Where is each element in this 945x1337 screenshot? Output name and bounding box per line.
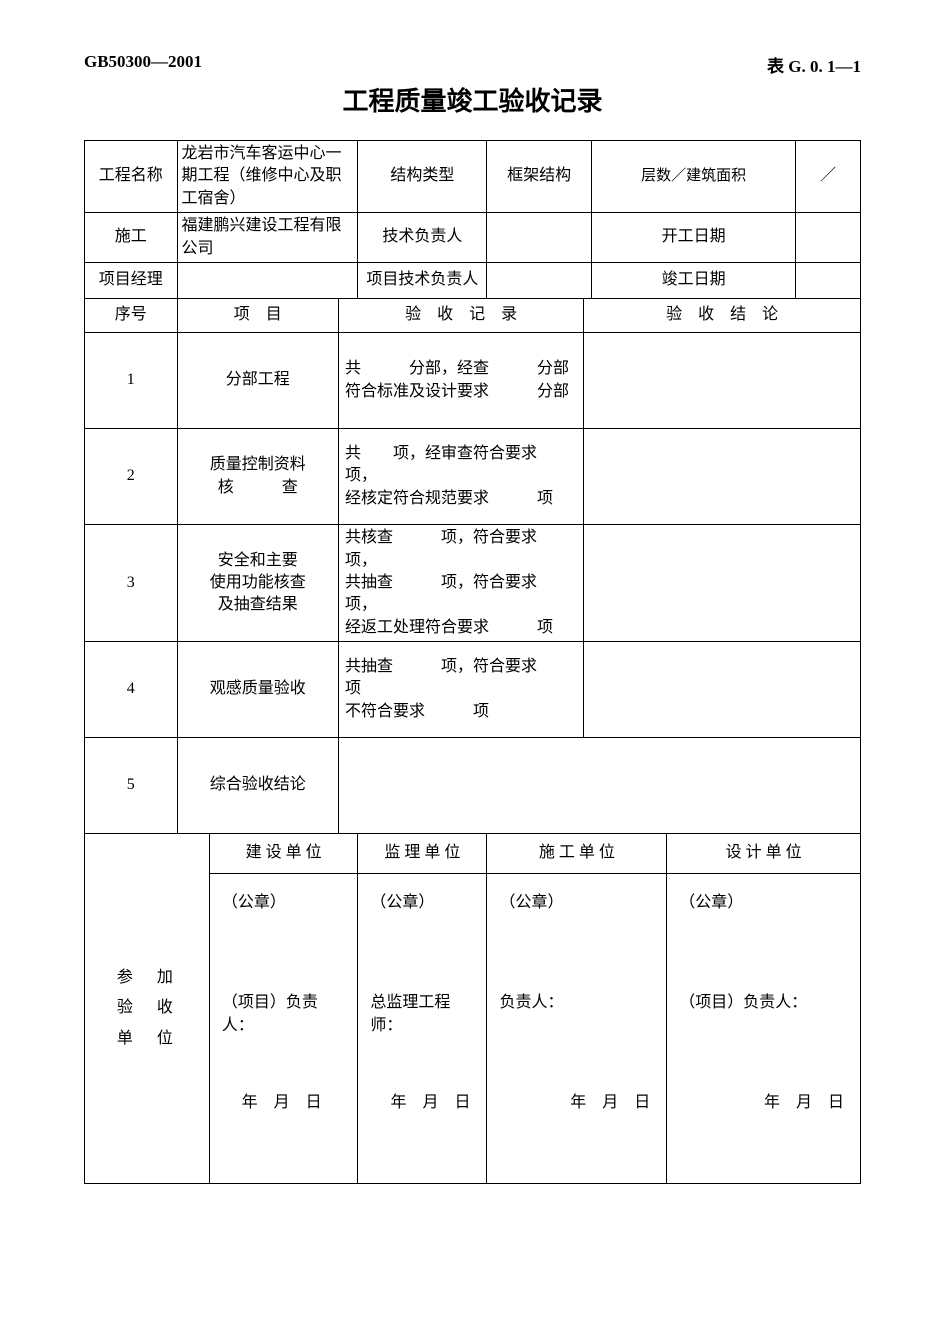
doc-code: GB50300—2001	[84, 52, 202, 77]
value-tech-leader	[487, 213, 591, 263]
participants-side-l3: 单 位	[117, 1030, 177, 1047]
row3-record-l3: 经返工处理符合要求 项	[345, 619, 553, 636]
label-complete-date: 竣工日期	[591, 263, 795, 299]
unit2-seal: （公章）	[370, 892, 476, 992]
row5-item: 综合验收结论	[177, 738, 338, 834]
form-number: 表 G. 0. 1—1	[767, 52, 861, 77]
row5-record	[338, 738, 860, 834]
unit1-resp: （项目）负责人：	[222, 992, 348, 1092]
row2-item-l2: 核 查	[218, 479, 298, 496]
row1-record-l2: 符合标准及设计要求 分部	[345, 383, 569, 400]
label-construction: 施工	[85, 213, 178, 263]
unit4-resp: （项目）负责人：	[679, 992, 850, 1092]
page: GB50300—2001 表 G. 0. 1—1 工程质量竣工验收记录 工程名称…	[0, 0, 945, 1337]
value-project-name: 龙岩市汽车客运中心一期工程（维修中心及职工宿舍）	[177, 141, 358, 213]
label-pm: 项目经理	[85, 263, 178, 299]
row2-record-l2: 经核定符合规范要求 项	[345, 490, 553, 507]
participants-side-l2: 验 收	[117, 999, 177, 1016]
unit3-body: （公章） 负责人： 年 月 日	[487, 874, 667, 1184]
row1-conclusion	[584, 333, 861, 429]
row2-seq: 2	[85, 429, 178, 525]
row3-seq: 3	[85, 525, 178, 642]
value-start-date	[796, 213, 861, 263]
row3-item-l1: 安全和主要	[218, 552, 298, 569]
row3-record-l1: 共核查 项，符合要求 项，	[345, 529, 585, 568]
main-table: 工程名称 龙岩市汽车客运中心一期工程（维修中心及职工宿舍） 结构类型 框架结构 …	[84, 140, 861, 1184]
row4-conclusion	[584, 642, 861, 738]
row4-record-l1: 共抽查 项，符合要求 项	[345, 658, 585, 697]
row2-conclusion	[584, 429, 861, 525]
label-tech-leader: 技术负责人	[358, 213, 487, 263]
unit1-body: （公章） （项目）负责人： 年 月 日	[209, 874, 358, 1184]
value-proj-tech-leader	[487, 263, 591, 299]
unit3-seal: （公章）	[499, 892, 656, 992]
value-structure-type: 框架结构	[487, 141, 591, 213]
unit4-body: （公章） （项目）负责人： 年 月 日	[667, 874, 861, 1184]
row1-record: 共 分部，经查 分部 符合标准及设计要求 分部	[338, 333, 583, 429]
label-proj-tech-leader: 项目技术负责人	[358, 263, 487, 299]
unit1-seal: （公章）	[222, 892, 348, 992]
row3-record-l2: 共抽查 项，符合要求 项，	[345, 574, 585, 613]
unit2-header: 监 理 单 位	[358, 834, 487, 874]
unit2-resp: 总监理工程师：	[370, 992, 476, 1092]
participants-side-label: 参 加 验 收 单 位	[85, 834, 210, 1184]
row5-seq: 5	[85, 738, 178, 834]
value-floors-area: ／	[796, 141, 861, 213]
page-title: 工程质量竣工验收记录	[84, 81, 861, 118]
col-conclusion: 验 收 结 论	[584, 299, 861, 333]
unit1-header: 建 设 单 位	[209, 834, 358, 874]
value-pm	[177, 263, 358, 299]
row2-record: 共 项，经审查符合要求 项， 经核定符合规范要求 项	[338, 429, 583, 525]
header-row: GB50300—2001 表 G. 0. 1—1	[84, 52, 861, 77]
row4-item: 观感质量验收	[177, 642, 338, 738]
label-structure-type: 结构类型	[358, 141, 487, 213]
label-project-name: 工程名称	[85, 141, 178, 213]
col-item: 项 目	[177, 299, 338, 333]
participants-side-l1: 参 加	[117, 969, 177, 986]
unit4-date: 年 月 日	[679, 1092, 850, 1114]
label-start-date: 开工日期	[591, 213, 795, 263]
value-complete-date	[796, 263, 861, 299]
row3-item-l3: 及抽查结果	[218, 596, 298, 613]
unit3-header: 施 工 单 位	[487, 834, 667, 874]
row2-item-l1: 质量控制资料	[210, 456, 306, 473]
unit1-date: 年 月 日	[222, 1092, 348, 1114]
col-seq: 序号	[85, 299, 178, 333]
unit4-header: 设 计 单 位	[667, 834, 861, 874]
label-floors-area: 层数／建筑面积	[591, 141, 795, 213]
row4-seq: 4	[85, 642, 178, 738]
row3-item-l2: 使用功能核查	[210, 574, 306, 591]
row2-record-l1: 共 项，经审查符合要求 项，	[345, 445, 569, 484]
col-record: 验 收 记 录	[338, 299, 583, 333]
row3-record: 共核查 项，符合要求 项， 共抽查 项，符合要求 项， 经返工处理符合要求 项	[338, 525, 583, 642]
unit3-resp: 负责人：	[499, 992, 656, 1092]
unit4-seal: （公章）	[679, 892, 850, 992]
row4-record: 共抽查 项，符合要求 项 不符合要求 项	[338, 642, 583, 738]
unit2-body: （公章） 总监理工程师： 年 月 日	[358, 874, 487, 1184]
row4-record-l2: 不符合要求 项	[345, 703, 489, 720]
row1-seq: 1	[85, 333, 178, 429]
value-construction: 福建鹏兴建设工程有限公司	[177, 213, 358, 263]
row1-item: 分部工程	[177, 333, 338, 429]
row3-item: 安全和主要 使用功能核查 及抽查结果	[177, 525, 338, 642]
row1-record-l1: 共 分部，经查 分部	[345, 360, 569, 377]
row2-item: 质量控制资料 核 查	[177, 429, 338, 525]
unit3-date: 年 月 日	[499, 1092, 656, 1114]
unit2-date: 年 月 日	[370, 1092, 476, 1114]
row3-conclusion	[584, 525, 861, 642]
